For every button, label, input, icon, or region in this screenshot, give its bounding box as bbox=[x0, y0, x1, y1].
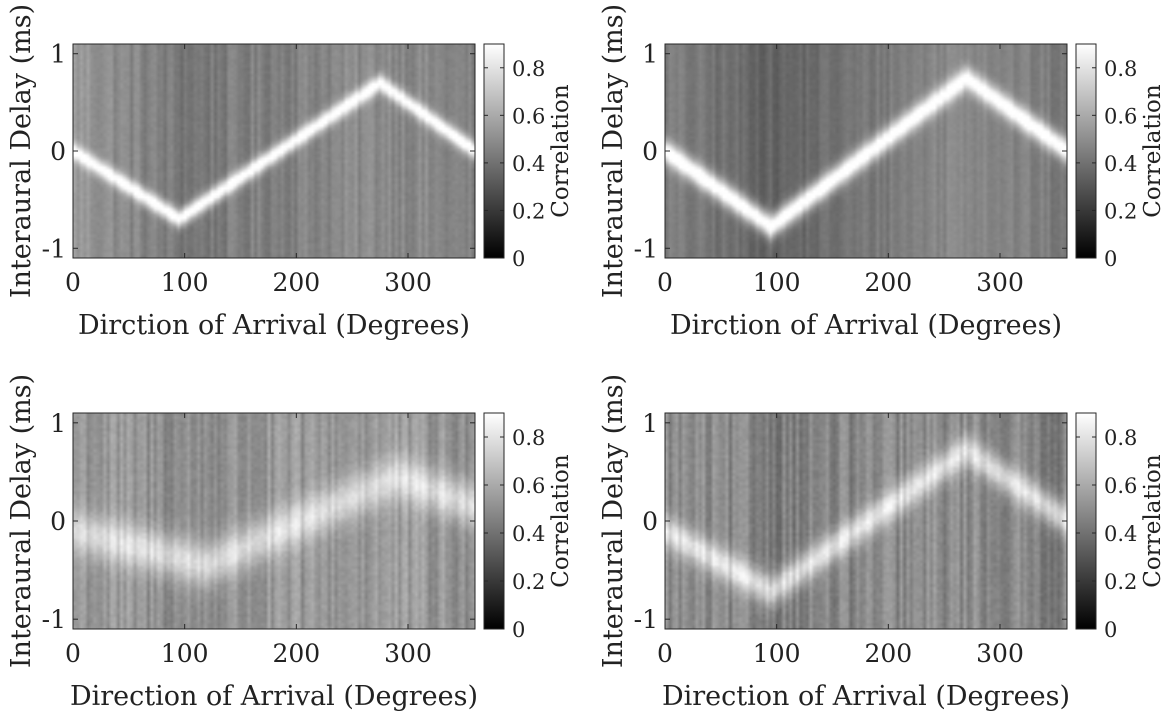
colorbar-tick-label: 0 bbox=[512, 618, 525, 642]
x-tick-label: 300 bbox=[384, 268, 432, 297]
subplot-2: 0 100 200 300 -1 0 1 Dirction of Arrival (Degre… bbox=[598, 4, 1166, 341]
colorbar-tick-label: 0.4 bbox=[512, 522, 545, 546]
y-tick-label: 0 bbox=[642, 507, 658, 536]
y-tick-label: 0 bbox=[50, 137, 66, 166]
x-tick-label: 100 bbox=[161, 639, 209, 668]
x-tick-label: 100 bbox=[161, 268, 209, 297]
colorbar-tick-label: 0.4 bbox=[512, 152, 545, 176]
y-tick-label: 1 bbox=[642, 409, 658, 438]
subplot-3: 0 100 200 300 -1 0 1 Direction of Arrival (Degr… bbox=[6, 374, 574, 711]
x-tick-label: 0 bbox=[65, 639, 81, 668]
x-tick-label: 0 bbox=[65, 268, 81, 297]
y-tick-label: -1 bbox=[42, 605, 66, 634]
colorbar-label: Correlation bbox=[548, 454, 574, 588]
colorbar-tick-label: 0.6 bbox=[1104, 474, 1137, 498]
y-tick-label: 1 bbox=[50, 409, 66, 438]
x-tick-label: 100 bbox=[753, 268, 801, 297]
heatmap-image bbox=[665, 44, 1067, 258]
colorbar-tick-label: 0.8 bbox=[1104, 57, 1137, 81]
y-tick-label: 0 bbox=[642, 137, 658, 166]
colorbar bbox=[483, 412, 505, 630]
x-tick-label: 200 bbox=[864, 268, 912, 297]
colorbar-tick-label: 0 bbox=[1104, 247, 1117, 271]
y-tick-label: -1 bbox=[634, 605, 658, 634]
y-tick-label: 1 bbox=[50, 40, 66, 69]
colorbar-tick-label: 0.4 bbox=[1104, 152, 1137, 176]
x-axis-label: Direction of Arrival (Degrees) bbox=[662, 681, 1070, 711]
colorbar-tick-label: 0.4 bbox=[1104, 522, 1137, 546]
x-tick-label: 100 bbox=[753, 639, 801, 668]
colorbar bbox=[483, 43, 505, 259]
colorbar-tick-label: 0 bbox=[1104, 618, 1117, 642]
colorbar-label: Correlation bbox=[1140, 454, 1166, 588]
x-axis-label: Dirction of Arrival (Degrees) bbox=[670, 310, 1062, 341]
y-axis-label: Interaural Delay (ms) bbox=[598, 374, 629, 668]
x-tick-label: 200 bbox=[272, 639, 320, 668]
x-tick-label: 200 bbox=[864, 639, 912, 668]
colorbar-tick-label: 0.2 bbox=[512, 570, 545, 594]
x-tick-label: 300 bbox=[976, 639, 1024, 668]
colorbar-tick-label: 0.8 bbox=[512, 57, 545, 81]
colorbar-tick-label: 0.8 bbox=[512, 426, 545, 450]
x-tick-label: 300 bbox=[976, 268, 1024, 297]
heatmap-image bbox=[665, 413, 1067, 629]
heatmap-image bbox=[73, 413, 475, 629]
colorbar-tick-label: 0 bbox=[512, 247, 525, 271]
subplot-1: 0 100 200 300 -1 0 1 Dirction of Arrival (Degre… bbox=[6, 4, 574, 341]
colorbar-tick-label: 0.6 bbox=[1104, 104, 1137, 128]
y-axis-label: Interaural Delay (ms) bbox=[598, 4, 629, 298]
colorbar-tick-label: 0.6 bbox=[512, 474, 545, 498]
y-tick-label: 0 bbox=[50, 507, 66, 536]
colorbar-label: Correlation bbox=[548, 84, 574, 218]
y-tick-label: -1 bbox=[634, 234, 658, 263]
x-tick-label: 0 bbox=[657, 268, 673, 297]
colorbar bbox=[1075, 412, 1097, 630]
y-axis-label: Interaural Delay (ms) bbox=[6, 4, 37, 298]
y-tick-label: -1 bbox=[42, 234, 66, 263]
y-tick-label: 1 bbox=[642, 40, 658, 69]
colorbar-tick-label: 0.2 bbox=[1104, 570, 1137, 594]
colorbar-tick-label: 0.2 bbox=[512, 199, 545, 223]
subplot-4: 0 100 200 300 -1 0 1 Direction of Arrival (Degr… bbox=[598, 374, 1166, 711]
colorbar bbox=[1075, 43, 1097, 259]
colorbar-tick-label: 0.8 bbox=[1104, 426, 1137, 450]
x-tick-label: 300 bbox=[384, 639, 432, 668]
colorbar-tick-label: 0.6 bbox=[512, 104, 545, 128]
colorbar-tick-label: 0.2 bbox=[1104, 199, 1137, 223]
x-axis-label: Dirction of Arrival (Degrees) bbox=[78, 310, 470, 341]
x-tick-label: 200 bbox=[272, 268, 320, 297]
colorbar-label: Correlation bbox=[1140, 84, 1166, 218]
y-axis-label: Interaural Delay (ms) bbox=[6, 374, 37, 668]
x-axis-label: Direction of Arrival (Degrees) bbox=[70, 681, 478, 711]
heatmap-image bbox=[73, 44, 475, 258]
x-tick-label: 0 bbox=[657, 639, 673, 668]
